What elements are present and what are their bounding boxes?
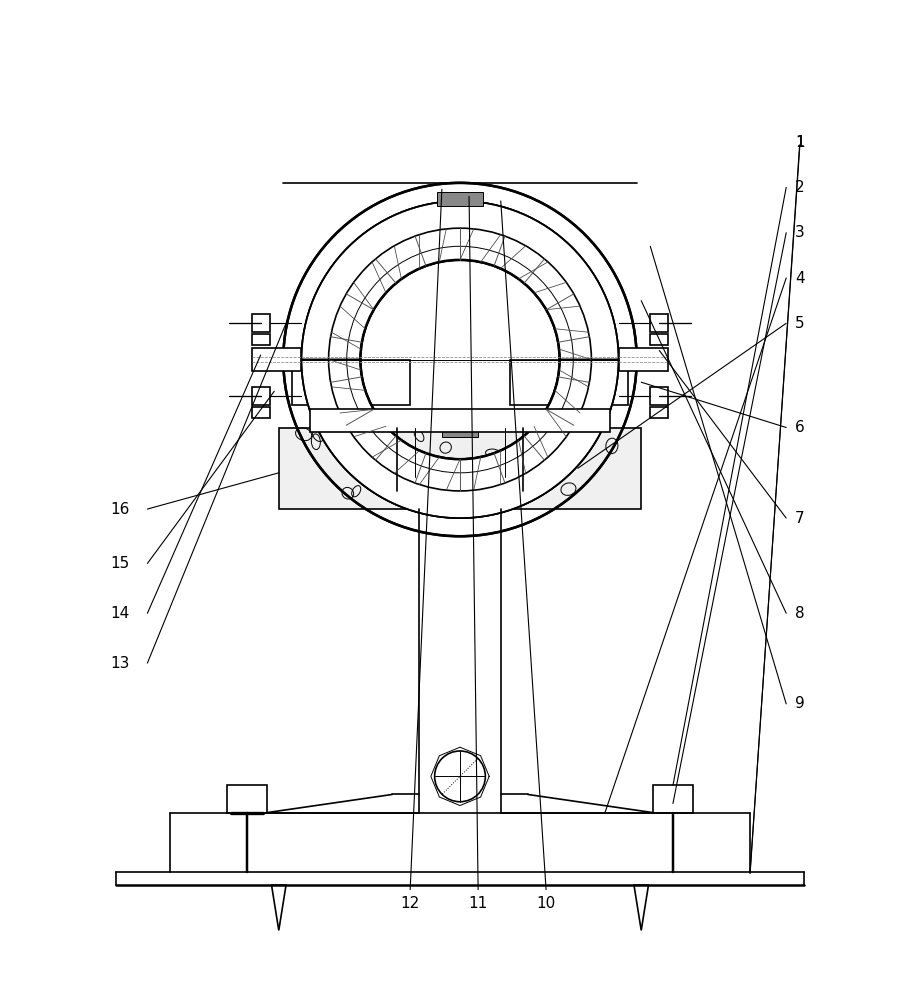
Wedge shape <box>301 360 618 518</box>
Bar <box>618 348 668 371</box>
Text: 2: 2 <box>794 180 804 195</box>
Bar <box>251 314 269 332</box>
Bar <box>251 348 301 371</box>
Bar <box>650 387 668 405</box>
Text: 8: 8 <box>794 606 804 621</box>
Bar <box>310 409 609 432</box>
Polygon shape <box>271 885 286 930</box>
Text: 16: 16 <box>110 502 130 517</box>
Text: 7: 7 <box>794 511 804 526</box>
Text: 6: 6 <box>794 420 804 435</box>
Text: 15: 15 <box>110 556 130 571</box>
Text: 9: 9 <box>794 696 804 711</box>
Bar <box>650 314 668 332</box>
Bar <box>652 785 692 813</box>
Bar <box>251 407 269 418</box>
Bar <box>509 360 627 405</box>
Text: 13: 13 <box>110 656 130 671</box>
Bar <box>251 387 269 405</box>
Text: 12: 12 <box>400 896 419 911</box>
Bar <box>251 334 269 345</box>
Bar <box>437 192 482 206</box>
Text: 5: 5 <box>794 316 804 331</box>
Bar <box>650 407 668 418</box>
Bar <box>650 334 668 345</box>
Bar <box>292 360 410 405</box>
Bar <box>227 785 267 813</box>
Text: 14: 14 <box>110 606 130 621</box>
Bar <box>441 428 478 437</box>
Text: 3: 3 <box>794 225 804 240</box>
Bar <box>278 428 641 509</box>
Text: 10: 10 <box>536 896 555 911</box>
Text: 11: 11 <box>468 896 487 911</box>
Wedge shape <box>301 201 618 360</box>
Polygon shape <box>633 885 648 930</box>
Text: 1: 1 <box>794 135 804 150</box>
Text: 4: 4 <box>794 271 804 286</box>
Text: 1: 1 <box>794 135 804 149</box>
